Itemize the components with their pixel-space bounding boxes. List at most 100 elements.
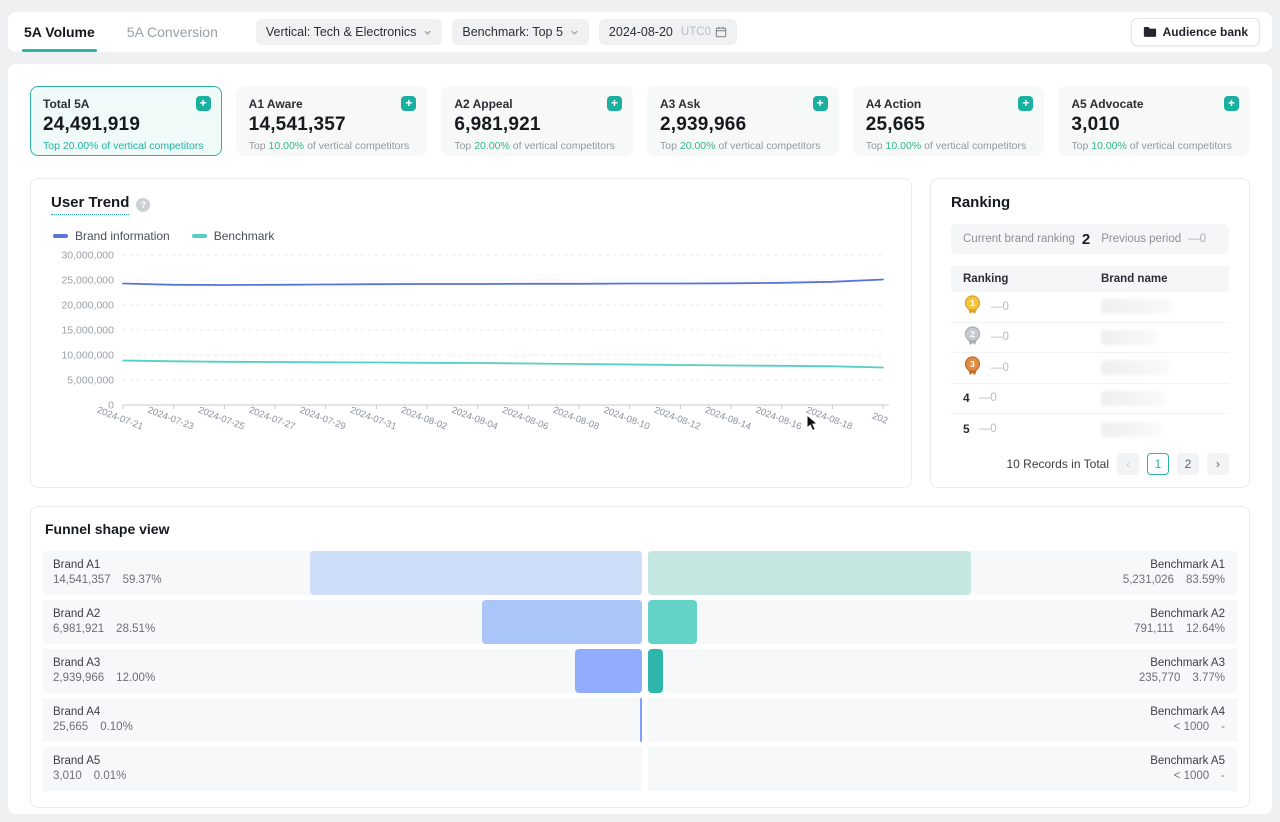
metric-subtext: Top 10.00% of vertical competitors [1071, 140, 1237, 152]
mouse-cursor [806, 414, 820, 432]
metric-subtext: Top 20.00% of vertical competitors [660, 140, 826, 152]
funnel-row-a4: Brand A425,6650.10% Benchmark A4< 1000- [43, 698, 1237, 742]
metric-card-a2-appeal[interactable]: A2 Appeal + 6,981,921 Top 20.00% of vert… [441, 86, 633, 156]
help-icon[interactable]: ? [136, 198, 150, 212]
svg-text:25,000,000: 25,000,000 [61, 275, 114, 287]
brand-name-placeholder [1101, 299, 1173, 314]
calendar-icon [715, 26, 727, 38]
brand-bar [310, 551, 642, 595]
metric-label: A5 Advocate [1071, 97, 1237, 111]
medal-bronze-icon: 3 [963, 356, 982, 376]
user-trend-title: User Trend [51, 194, 129, 215]
svg-text:2024-07-29: 2024-07-29 [298, 405, 347, 433]
pagination-page-2[interactable]: 2 [1177, 453, 1199, 475]
ranking-row-1: 1—0 [951, 292, 1229, 323]
svg-text:2024-08-14: 2024-08-14 [703, 405, 752, 433]
ranking-table-header: Ranking Brand name [951, 266, 1229, 292]
benchmark-bar [648, 600, 697, 644]
ranking-row-2: 2—0 [951, 323, 1229, 354]
metric-value: 14,541,357 [249, 114, 415, 136]
metric-value: 24,491,919 [43, 114, 209, 136]
brand-bar [640, 698, 642, 742]
svg-text:10,000,000: 10,000,000 [61, 350, 114, 362]
benchmark-filter-label: Benchmark: Top 5 [462, 25, 563, 39]
plus-icon[interactable]: + [813, 96, 828, 111]
pagination-prev-button[interactable]: ‹ [1117, 453, 1139, 475]
tab-5a-volume[interactable]: 5A Volume [22, 12, 97, 52]
metric-card-a1-aware[interactable]: A1 Aware + 14,541,357 Top 10.00% of vert… [236, 86, 428, 156]
chevron-down-icon [423, 28, 432, 37]
ranking-row-3: 3—0 [951, 353, 1229, 384]
line-chart: 05,000,00010,000,00015,000,00020,000,000… [51, 243, 891, 471]
legend-benchmark[interactable]: Benchmark [192, 229, 275, 243]
current-ranking-value: 2 [1082, 231, 1090, 248]
svg-text:15,000,000: 15,000,000 [61, 325, 114, 337]
svg-text:5,000,000: 5,000,000 [67, 375, 114, 387]
benchmark-filter-dropdown[interactable]: Benchmark: Top 5 [452, 19, 589, 45]
metric-card-a5-advocate[interactable]: A5 Advocate + 3,010 Top 10.00% of vertic… [1058, 86, 1250, 156]
metric-label: A1 Aware [249, 97, 415, 111]
ranking-title: Ranking [951, 194, 1010, 211]
medal-silver-icon: 2 [963, 326, 982, 346]
svg-text:2: 2 [970, 329, 975, 339]
date-value: 2024-08-20 [609, 25, 673, 39]
metric-subtext: Top 10.00% of vertical competitors [249, 140, 415, 152]
metric-label: A3 Ask [660, 97, 826, 111]
svg-text:202: 202 [871, 411, 890, 427]
metric-label: Total 5A [43, 97, 209, 111]
plus-icon[interactable]: + [1018, 96, 1033, 111]
svg-text:2024-08-02: 2024-08-02 [399, 405, 448, 433]
medal-gold-icon: 1 [963, 295, 982, 315]
svg-text:2024-07-21: 2024-07-21 [95, 405, 144, 433]
chevron-down-icon [570, 28, 579, 37]
folder-icon [1143, 26, 1157, 38]
svg-text:2024-07-25: 2024-07-25 [197, 405, 246, 433]
funnel-row-a5: Brand A53,0100.01% Benchmark A5< 1000- [43, 747, 1237, 791]
svg-text:2024-07-31: 2024-07-31 [349, 405, 398, 433]
plus-icon[interactable]: + [401, 96, 416, 111]
ranking-row-4: 4—0 [951, 384, 1229, 415]
svg-text:30,000,000: 30,000,000 [61, 250, 114, 262]
previous-period-value: —0 [1188, 233, 1206, 245]
records-total-label: 10 Records in Total [1006, 457, 1109, 471]
funnel-row-a2: Brand A26,981,92128.51% Benchmark A2791,… [43, 600, 1237, 644]
plus-icon[interactable]: + [1224, 96, 1239, 111]
audience-bank-button[interactable]: Audience bank [1131, 18, 1260, 46]
funnel-title: Funnel shape view [43, 521, 1237, 537]
filter-group: Vertical: Tech & Electronics Benchmark: … [256, 19, 737, 45]
vertical-filter-dropdown[interactable]: Vertical: Tech & Electronics [256, 19, 443, 45]
date-picker[interactable]: 2024-08-20 UTC0 [599, 19, 737, 45]
metric-value: 3,010 [1071, 114, 1237, 136]
metric-card-a3-ask[interactable]: A3 Ask + 2,939,966 Top 20.00% of vertica… [647, 86, 839, 156]
main-content: Total 5A + 24,491,919 Top 20.00% of vert… [8, 64, 1272, 814]
metric-card-total-5a[interactable]: Total 5A + 24,491,919 Top 20.00% of vert… [30, 86, 222, 156]
ranking-row-5: 5—0 [951, 414, 1229, 445]
svg-text:20,000,000: 20,000,000 [61, 300, 114, 312]
tab-5a-conversion[interactable]: 5A Conversion [125, 12, 220, 52]
brand-name-placeholder [1101, 391, 1165, 406]
metric-subtext: Top 20.00% of vertical competitors [43, 140, 209, 152]
svg-text:2024-08-12: 2024-08-12 [653, 405, 702, 433]
pagination-page-1[interactable]: 1 [1147, 453, 1169, 475]
legend-label: Brand information [75, 229, 170, 243]
plus-icon[interactable]: + [196, 96, 211, 111]
plus-icon[interactable]: + [607, 96, 622, 111]
metric-value: 6,981,921 [454, 114, 620, 136]
metric-subtext: Top 10.00% of vertical competitors [866, 140, 1032, 152]
user-trend-panel: User Trend ? Brand information Benchmark… [30, 178, 912, 488]
funnel-row-a3: Brand A32,939,96612.00% Benchmark A3235,… [43, 649, 1237, 693]
header-bar: 5A Volume 5A Conversion Vertical: Tech &… [8, 12, 1272, 52]
funnel-row-a1: Brand A114,541,35759.37% Benchmark A15,2… [43, 551, 1237, 595]
svg-text:2024-08-04: 2024-08-04 [450, 405, 499, 433]
metric-value: 25,665 [866, 114, 1032, 136]
current-ranking-label: Current brand ranking [963, 233, 1075, 245]
vertical-filter-label: Vertical: Tech & Electronics [266, 25, 417, 39]
svg-text:2024-08-10: 2024-08-10 [602, 405, 651, 433]
legend-brand-information[interactable]: Brand information [53, 229, 170, 243]
svg-text:2024-08-16: 2024-08-16 [754, 405, 803, 433]
previous-period-label: Previous period [1101, 233, 1181, 245]
metric-card-a4-action[interactable]: A4 Action + 25,665 Top 10.00% of vertica… [853, 86, 1045, 156]
svg-text:3: 3 [970, 359, 975, 369]
ranking-summary-strip: Current brand ranking 2 Previous period … [951, 224, 1229, 254]
pagination-next-button[interactable]: › [1207, 453, 1229, 475]
